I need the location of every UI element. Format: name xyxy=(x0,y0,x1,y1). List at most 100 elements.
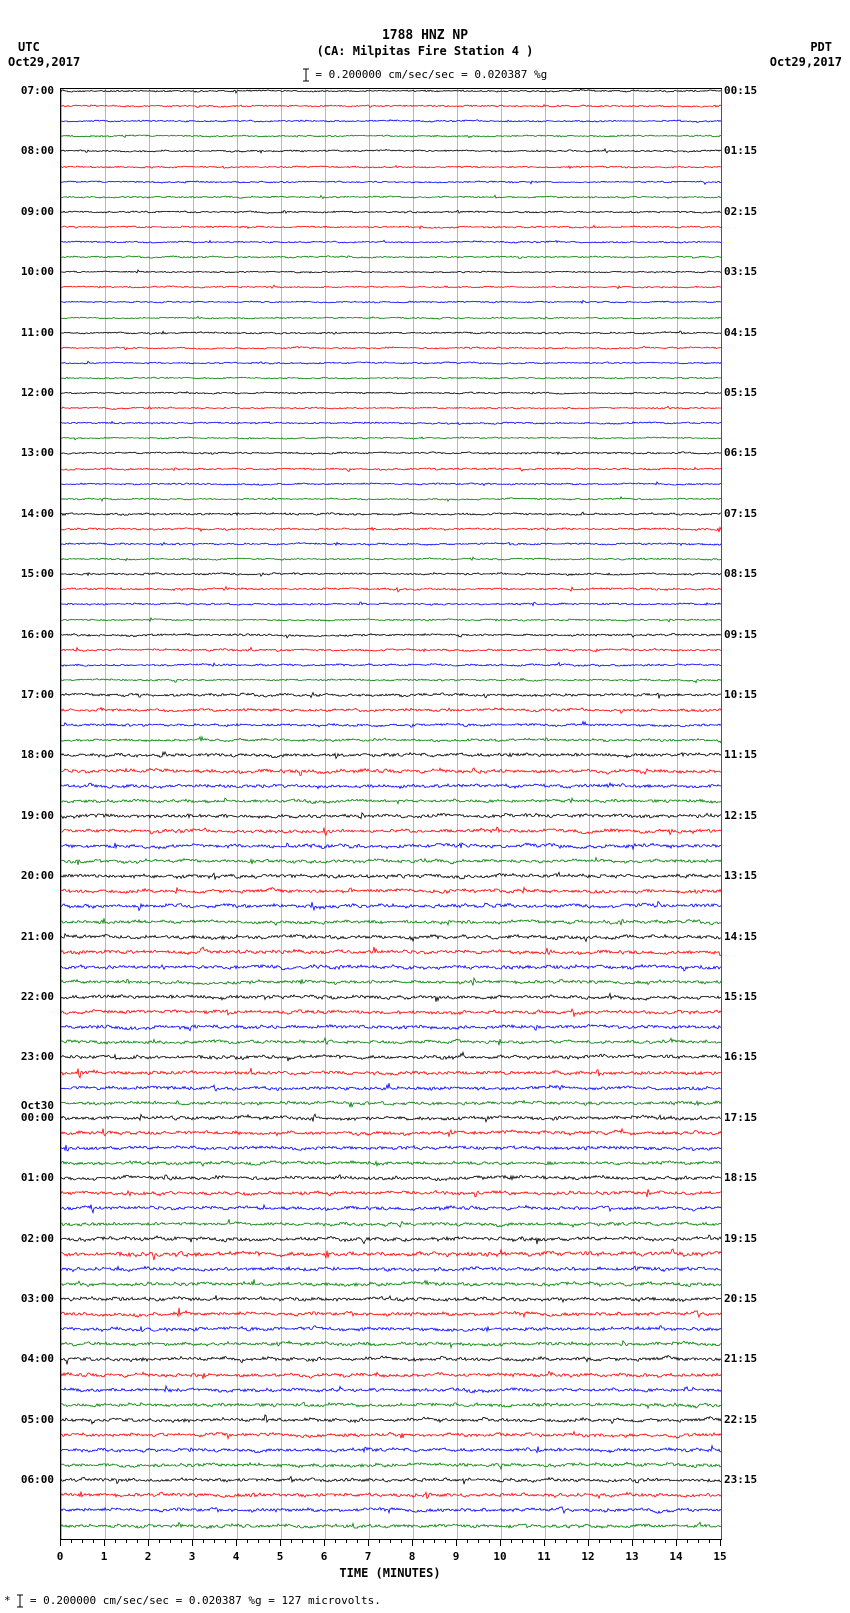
footer: * = 0.200000 cm/sec/sec = 0.020387 %g = … xyxy=(4,1594,381,1608)
x-tick-label: 6 xyxy=(321,1550,328,1563)
utc-time-label: 17:00 xyxy=(4,688,54,701)
pdt-time-label: 05:15 xyxy=(724,386,774,399)
station-line: 1788 HNZ NP xyxy=(0,28,850,44)
utc-time-label: 21:00 xyxy=(4,930,54,943)
pdt-time-label: 16:15 xyxy=(724,1050,774,1063)
x-tick-mark xyxy=(104,1540,105,1546)
x-tick-mark xyxy=(368,1540,369,1546)
x-tick-mark xyxy=(60,1540,61,1546)
pdt-time-label: 18:15 xyxy=(724,1171,774,1184)
x-tick-label: 9 xyxy=(453,1550,460,1563)
x-tick-minor xyxy=(379,1540,380,1543)
pdt-time-label: 22:15 xyxy=(724,1413,774,1426)
x-tick-minor xyxy=(203,1540,204,1543)
x-tick-minor xyxy=(511,1540,512,1543)
x-tick-minor xyxy=(467,1540,468,1543)
header: 1788 HNZ NP (CA: Milpitas Fire Station 4… xyxy=(0,28,850,58)
pdt-time-label: 23:15 xyxy=(724,1473,774,1486)
x-tick-mark xyxy=(544,1540,545,1546)
x-tick-minor xyxy=(302,1540,303,1543)
x-tick-label: 5 xyxy=(277,1550,284,1563)
x-tick-minor xyxy=(643,1540,644,1543)
x-tick-label: 14 xyxy=(669,1550,682,1563)
x-tick-minor xyxy=(599,1540,600,1543)
plot-area xyxy=(60,88,722,1540)
x-tick-minor xyxy=(181,1540,182,1543)
pdt-time-label: 15:15 xyxy=(724,990,774,1003)
utc-time-label: 08:00 xyxy=(4,144,54,157)
x-tick-minor xyxy=(445,1540,446,1543)
utc-time-label: 05:00 xyxy=(4,1413,54,1426)
utc-time-label: 13:00 xyxy=(4,446,54,459)
utc-time-label: 23:00 xyxy=(4,1050,54,1063)
x-tick-mark xyxy=(236,1540,237,1546)
x-tick-label: 1 xyxy=(101,1550,108,1563)
x-tick-minor xyxy=(346,1540,347,1543)
x-tick-label: 4 xyxy=(233,1550,240,1563)
x-tick-minor xyxy=(654,1540,655,1543)
x-tick-minor xyxy=(291,1540,292,1543)
utc-time-label: 06:00 xyxy=(4,1473,54,1486)
pdt-time-label: 13:15 xyxy=(724,869,774,882)
pdt-time-label: 12:15 xyxy=(724,809,774,822)
pdt-time-label: 08:15 xyxy=(724,567,774,580)
x-tick-minor xyxy=(489,1540,490,1543)
x-tick-label: 3 xyxy=(189,1550,196,1563)
pdt-time-label: 20:15 xyxy=(724,1292,774,1305)
x-tick-label: 2 xyxy=(145,1550,152,1563)
seismogram-container: 1788 HNZ NP (CA: Milpitas Fire Station 4… xyxy=(0,0,850,1613)
x-tick-minor xyxy=(709,1540,710,1543)
pdt-time-label: 06:15 xyxy=(724,446,774,459)
utc-time-label: 10:00 xyxy=(4,265,54,278)
x-tick-minor xyxy=(555,1540,556,1543)
x-tick-mark xyxy=(632,1540,633,1546)
x-axis-label: TIME (MINUTES) xyxy=(60,1566,720,1580)
x-tick-minor xyxy=(71,1540,72,1543)
utc-time-label: 02:00 xyxy=(4,1232,54,1245)
utc-time-label: 19:00 xyxy=(4,809,54,822)
utc-time-label: 11:00 xyxy=(4,326,54,339)
x-tick-minor xyxy=(93,1540,94,1543)
utc-time-label: 15:00 xyxy=(4,567,54,580)
pdt-time-label: 07:15 xyxy=(724,507,774,520)
x-tick-minor xyxy=(247,1540,248,1543)
x-tick-minor xyxy=(698,1540,699,1543)
utc-time-label: 01:00 xyxy=(4,1171,54,1184)
x-tick-mark xyxy=(720,1540,721,1546)
x-tick-minor xyxy=(665,1540,666,1543)
x-tick-mark xyxy=(280,1540,281,1546)
x-tick-minor xyxy=(126,1540,127,1543)
x-tick-minor xyxy=(687,1540,688,1543)
utc-time-label: 18:00 xyxy=(4,748,54,761)
x-tick-minor xyxy=(577,1540,578,1543)
footer-text: = 0.200000 cm/sec/sec = 0.020387 %g = 12… xyxy=(23,1594,381,1607)
x-tick-mark xyxy=(192,1540,193,1546)
x-tick-minor xyxy=(159,1540,160,1543)
x-tick-minor xyxy=(478,1540,479,1543)
x-tick-label: 12 xyxy=(581,1550,594,1563)
x-tick-minor xyxy=(423,1540,424,1543)
x-tick-minor xyxy=(214,1540,215,1543)
x-tick-minor xyxy=(137,1540,138,1543)
utc-time-label: 12:00 xyxy=(4,386,54,399)
seismic-trace xyxy=(61,1511,721,1541)
utc-time-label: 20:00 xyxy=(4,869,54,882)
x-tick-mark xyxy=(324,1540,325,1546)
pdt-time-label: 14:15 xyxy=(724,930,774,943)
utc-time-label: 09:00 xyxy=(4,205,54,218)
x-tick-minor xyxy=(313,1540,314,1543)
x-tick-mark xyxy=(412,1540,413,1546)
x-tick-label: 0 xyxy=(57,1550,64,1563)
utc-time-label: 07:00 xyxy=(4,84,54,97)
x-tick-label: 8 xyxy=(409,1550,416,1563)
pdt-time-label: 21:15 xyxy=(724,1352,774,1365)
footer-prefix: * xyxy=(4,1594,11,1607)
x-tick-minor xyxy=(115,1540,116,1543)
pdt-time-label: 04:15 xyxy=(724,326,774,339)
utc-time-label: 16:00 xyxy=(4,628,54,641)
x-tick-minor xyxy=(225,1540,226,1543)
x-tick-minor xyxy=(170,1540,171,1543)
utc-time-label: 03:00 xyxy=(4,1292,54,1305)
x-tick-label: 10 xyxy=(493,1550,506,1563)
x-tick-minor xyxy=(390,1540,391,1543)
